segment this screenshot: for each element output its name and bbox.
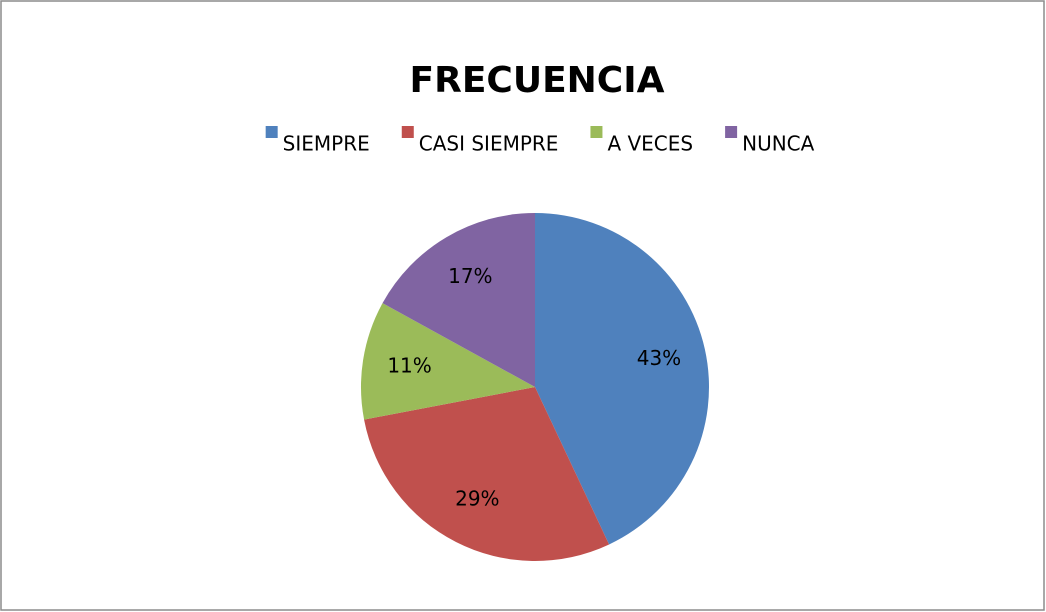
data-label: 17% [448,264,492,288]
legend-swatch [725,126,738,138]
legend-label: CASI SIEMPRE [419,132,559,156]
pie-slice [364,387,610,561]
legend-label: A VECES [607,132,693,156]
data-label: 43% [637,346,681,370]
chart-title: FRECUENCIA [410,60,665,101]
legend-label: SIEMPRE [283,132,370,156]
pie-slice [361,303,535,420]
legend-swatch [265,126,278,138]
legend-swatch [590,126,603,138]
legend-swatch [401,126,414,138]
pie-slice [535,213,709,545]
data-label: 29% [455,487,499,511]
legend-label: NUNCA [742,132,815,156]
pie-slice [382,213,535,387]
data-label: 11% [387,354,431,378]
